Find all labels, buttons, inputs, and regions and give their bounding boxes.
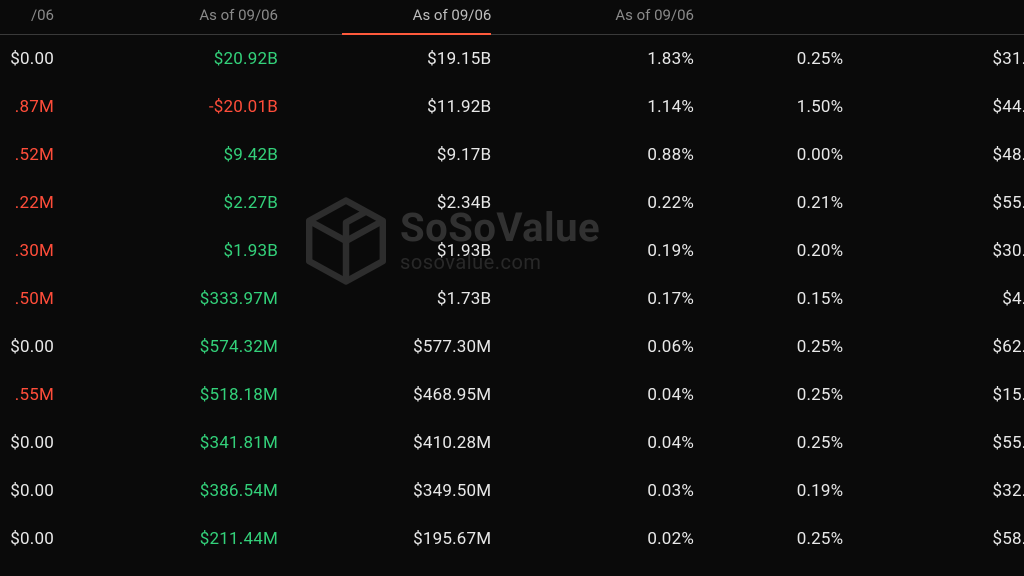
table-cell: $333.97M <box>68 275 292 323</box>
table-cell: $195.67M <box>292 515 505 563</box>
table-cell: $0.00 <box>0 323 68 371</box>
table-cell: .52M <box>0 131 68 179</box>
table-cell: $1.73B <box>292 275 505 323</box>
table-cell: $32.16 <box>857 467 1024 515</box>
table-cell: $62.80 <box>857 323 1024 371</box>
table-cell: $1.93B <box>292 227 505 275</box>
table-cell: 0.02% <box>505 515 708 563</box>
table-cell: 0.21% <box>708 179 857 227</box>
table-cell: $2.27B <box>68 179 292 227</box>
table-cell: 0.22% <box>505 179 708 227</box>
table-cell: 0.00% <box>708 131 857 179</box>
table-cell: $518.18M <box>68 371 292 419</box>
table-cell: 0.04% <box>505 419 708 467</box>
table-cell: $48.50 <box>857 131 1024 179</box>
table-body: $0.00$20.92B$19.15B1.83%0.25%$31.57.87M-… <box>0 35 1024 564</box>
table-cell: .30M <box>0 227 68 275</box>
table-cell: 1.14% <box>505 83 708 131</box>
table-cell: $0.00 <box>0 467 68 515</box>
table-cell: $44.19 <box>857 83 1024 131</box>
table-cell: .55M <box>0 371 68 419</box>
table-row[interactable]: .30M$1.93B$1.93B0.19%0.20%$30.20 <box>0 227 1024 275</box>
table-cell: $31.57 <box>857 35 1024 84</box>
table-cell: $55.49 <box>857 419 1024 467</box>
table-cell: 0.03% <box>505 467 708 515</box>
table-cell: 0.17% <box>505 275 708 323</box>
table-cell: $9.17B <box>292 131 505 179</box>
table-cell: $341.81M <box>68 419 292 467</box>
financial-table: /06As of 09/06As of 09/06As of 09/06 $0.… <box>0 0 1024 563</box>
table-cell: $1.93B <box>68 227 292 275</box>
table-cell: 0.19% <box>505 227 708 275</box>
table-cell: 0.19% <box>708 467 857 515</box>
table-cell: $211.44M <box>68 515 292 563</box>
table-cell: $55.43 <box>857 179 1024 227</box>
column-header[interactable]: As of 09/06 <box>505 0 708 35</box>
table-cell: $30.20 <box>857 227 1024 275</box>
table-cell: 0.25% <box>708 371 857 419</box>
table-cell: $2.34B <box>292 179 505 227</box>
table-cell: .22M <box>0 179 68 227</box>
table-cell: 0.25% <box>708 323 857 371</box>
table-cell: $11.92B <box>292 83 505 131</box>
table-row[interactable]: $0.00$211.44M$195.67M0.02%0.25%$58.87 <box>0 515 1024 563</box>
table-cell: 0.25% <box>708 35 857 84</box>
table-cell: .87M <box>0 83 68 131</box>
table-row[interactable]: .52M$9.42B$9.17B0.88%0.00%$48.50 <box>0 131 1024 179</box>
table-cell: 0.06% <box>505 323 708 371</box>
table-cell: $0.00 <box>0 515 68 563</box>
table-cell: 0.20% <box>708 227 857 275</box>
data-table-container: /06As of 09/06As of 09/06As of 09/06 $0.… <box>0 0 1024 563</box>
table-row[interactable]: .50M$333.97M$1.73B0.17%0.15%$4.92 <box>0 275 1024 323</box>
table-cell: 0.25% <box>708 515 857 563</box>
table-cell: $574.32M <box>68 323 292 371</box>
table-cell: $0.00 <box>0 419 68 467</box>
table-cell: -$20.01B <box>68 83 292 131</box>
table-cell: $468.95M <box>292 371 505 419</box>
column-header[interactable]: As of 09/06 <box>68 0 292 35</box>
table-row[interactable]: $0.00$341.81M$410.28M0.04%0.25%$55.49 <box>0 419 1024 467</box>
table-cell: $386.54M <box>68 467 292 515</box>
column-header[interactable]: As of 09/06 <box>292 0 505 35</box>
table-cell: $20.92B <box>68 35 292 84</box>
column-header[interactable] <box>708 0 857 35</box>
table-cell: $58.87 <box>857 515 1024 563</box>
table-row[interactable]: .22M$2.27B$2.34B0.22%0.21%$55.43 <box>0 179 1024 227</box>
table-cell: .50M <box>0 275 68 323</box>
table-cell: $9.42B <box>68 131 292 179</box>
table-cell: $577.30M <box>292 323 505 371</box>
table-cell: 1.50% <box>708 83 857 131</box>
table-row[interactable]: $0.00$386.54M$349.50M0.03%0.19%$32.16 <box>0 467 1024 515</box>
column-header[interactable] <box>857 0 1024 35</box>
table-header: /06As of 09/06As of 09/06As of 09/06 <box>0 0 1024 35</box>
table-row[interactable]: $0.00$20.92B$19.15B1.83%0.25%$31.57 <box>0 35 1024 84</box>
table-row[interactable]: $0.00$574.32M$577.30M0.06%0.25%$62.80 <box>0 323 1024 371</box>
table-cell: $410.28M <box>292 419 505 467</box>
table-cell: 0.15% <box>708 275 857 323</box>
column-header[interactable]: /06 <box>0 0 68 35</box>
table-cell: $349.50M <box>292 467 505 515</box>
table-cell: $0.00 <box>0 35 68 84</box>
table-cell: 1.83% <box>505 35 708 84</box>
table-row[interactable]: .87M-$20.01B$11.92B1.14%1.50%$44.19 <box>0 83 1024 131</box>
table-cell: 0.25% <box>708 419 857 467</box>
table-cell: 0.88% <box>505 131 708 179</box>
table-cell: $4.92 <box>857 275 1024 323</box>
table-cell: $19.15B <box>292 35 505 84</box>
table-cell: 0.04% <box>505 371 708 419</box>
table-row[interactable]: .55M$518.18M$468.95M0.04%0.25%$15.71 <box>0 371 1024 419</box>
table-cell: $15.71 <box>857 371 1024 419</box>
